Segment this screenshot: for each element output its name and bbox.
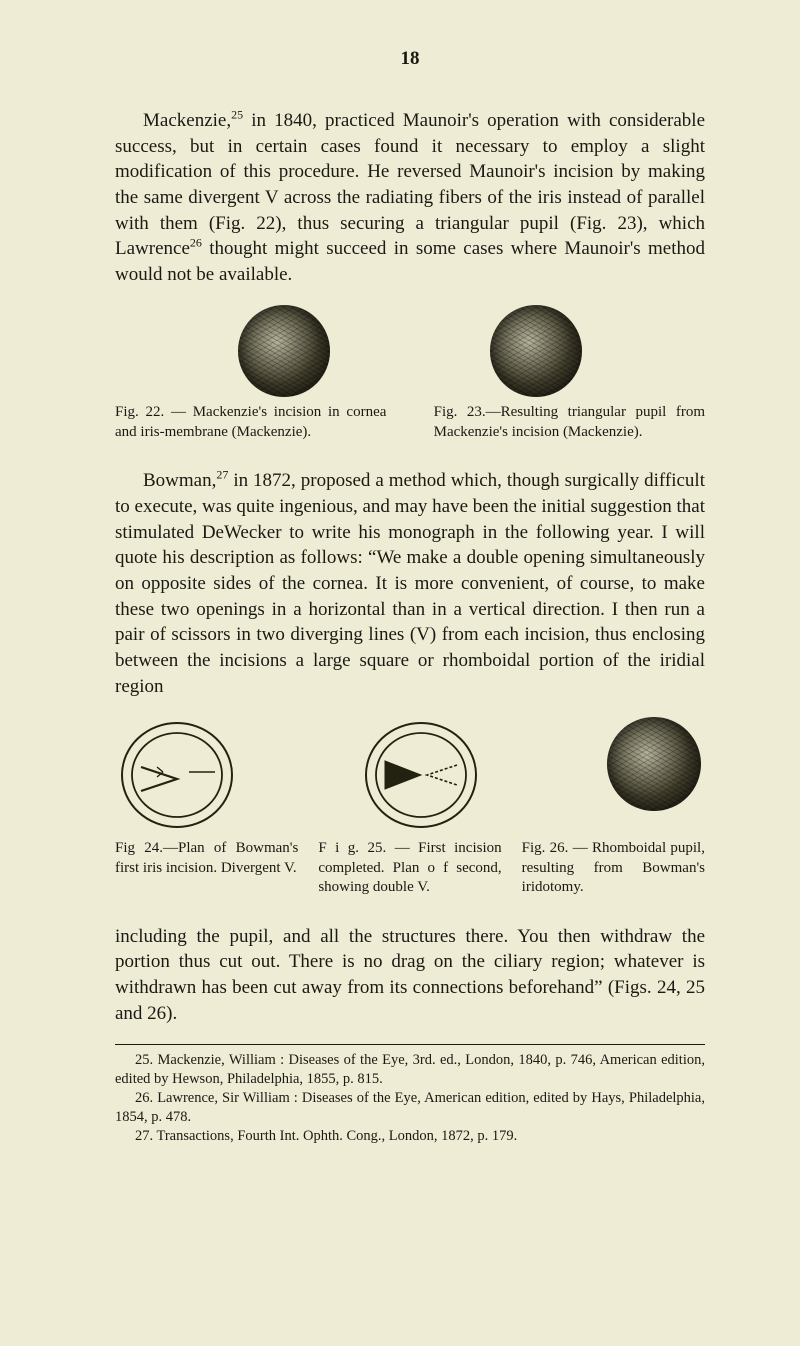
footnote-27-text: 27. Transactions, Fourth Int. Ophth. Con… xyxy=(135,1128,517,1144)
footnote-26-text: 26. Lawrence, Sir William : Diseases of … xyxy=(115,1090,705,1125)
figure-24-image xyxy=(119,717,235,833)
caption-row-2: Fig 24.—Plan of Bowman's first iris inci… xyxy=(115,839,705,898)
footnote-25-text: 25. Mackenzie, William : Diseases of the… xyxy=(115,1052,705,1087)
caption-fig-24: Fig 24.—Plan of Bowman's first iris inci… xyxy=(115,839,298,898)
figure-row-1 xyxy=(115,305,705,397)
para1-text-b: in 1840, practiced Maunoir's operation w… xyxy=(115,110,705,259)
caption-fig-23: Fig. 23.—Resulting trian­gular pupil fro… xyxy=(434,403,705,442)
figure-row-2 xyxy=(115,717,705,833)
para2-text-b: in 1872, proposed a method which, though… xyxy=(115,470,705,696)
footnote-26: 26. Lawrence, Sir William : Diseases of … xyxy=(115,1089,705,1127)
footnote-27: 27. Transactions, Fourth Int. Ophth. Con… xyxy=(115,1127,705,1146)
figure-25-image xyxy=(363,717,479,833)
caption-fig-22: Fig. 22. — Mackenzie's inci­sion in corn… xyxy=(115,403,386,442)
para3-text: including the pupil, and all the structu… xyxy=(115,926,705,1024)
para1-text-c: thought might succeed in some cases wher… xyxy=(115,238,705,285)
caption-row-1: Fig. 22. — Mackenzie's inci­sion in corn… xyxy=(115,403,705,442)
para2-text-a: Bowman, xyxy=(143,470,216,491)
caption-fig-25: F i g. 25. — First incision completed. P… xyxy=(318,839,501,898)
figure-22-image xyxy=(238,305,330,397)
page: 18 Mackenzie,25 in 1840, practiced Mauno… xyxy=(0,0,800,1186)
paragraph-1: Mackenzie,25 in 1840, practiced Maunoir'… xyxy=(115,108,705,287)
superscript-26: 26 xyxy=(190,236,202,250)
footnote-25: 25. Mackenzie, William : Diseases of the… xyxy=(115,1051,705,1089)
superscript-27: 27 xyxy=(216,468,228,482)
figure-26-image xyxy=(607,717,701,811)
page-number: 18 xyxy=(115,48,705,70)
superscript-25: 25 xyxy=(231,108,243,122)
para1-text-a: Mackenzie, xyxy=(143,110,231,131)
caption-fig-26: Fig. 26. — Rhom­boidal pupil, result­ing… xyxy=(522,839,705,898)
paragraph-3: including the pupil, and all the structu… xyxy=(115,924,705,1027)
footnotes: 25. Mackenzie, William : Diseases of the… xyxy=(115,1044,705,1145)
figure-23-image xyxy=(490,305,582,397)
paragraph-2: Bowman,27 in 1872, proposed a method whi… xyxy=(115,468,705,699)
